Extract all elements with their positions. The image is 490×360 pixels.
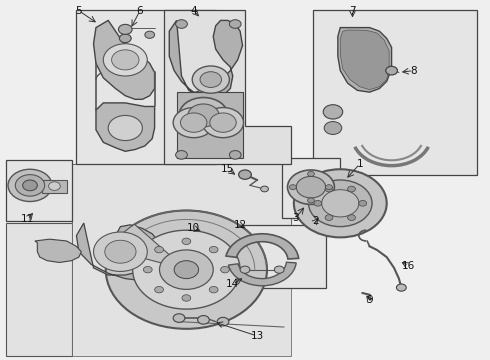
Polygon shape [94,21,155,99]
Text: 14: 14 [226,279,240,289]
Circle shape [326,185,332,190]
Circle shape [8,169,52,202]
Text: 15: 15 [221,164,235,174]
Circle shape [288,170,334,204]
Circle shape [192,66,229,93]
Circle shape [309,180,372,226]
Circle shape [209,246,218,253]
Circle shape [209,287,218,293]
Text: 10: 10 [187,224,200,233]
Circle shape [144,266,152,273]
Text: 2: 2 [313,216,319,226]
Circle shape [133,230,240,309]
Circle shape [210,113,236,132]
Polygon shape [72,164,292,356]
Polygon shape [338,28,392,92]
Circle shape [314,201,322,206]
Circle shape [308,171,315,176]
Text: 3: 3 [293,213,299,222]
Circle shape [274,266,284,273]
Circle shape [220,266,229,273]
Circle shape [145,31,155,39]
Text: 7: 7 [349,6,356,16]
Circle shape [179,98,228,134]
Text: 13: 13 [250,331,264,341]
Circle shape [308,198,315,203]
Circle shape [294,169,387,237]
Circle shape [202,108,244,138]
Polygon shape [96,103,155,151]
Circle shape [239,170,251,179]
Wedge shape [226,234,298,259]
Circle shape [108,116,143,140]
Circle shape [240,266,250,273]
Circle shape [119,24,132,35]
Bar [314,10,477,175]
Wedge shape [228,262,296,286]
Circle shape [120,34,131,42]
Circle shape [386,66,397,75]
Text: 16: 16 [402,261,416,271]
Bar [76,10,216,164]
Circle shape [325,186,333,192]
Circle shape [322,190,359,217]
Circle shape [173,314,185,322]
Circle shape [159,250,213,289]
Text: 5: 5 [75,6,82,16]
Circle shape [347,215,355,220]
Circle shape [324,122,342,134]
Circle shape [296,176,326,198]
Polygon shape [5,164,292,356]
Circle shape [174,261,198,279]
Circle shape [182,295,191,301]
Circle shape [229,20,241,28]
Circle shape [155,287,164,293]
Polygon shape [76,223,162,280]
Polygon shape [169,21,243,99]
Circle shape [175,20,187,28]
Text: 11: 11 [21,215,34,224]
Polygon shape [164,10,292,164]
Circle shape [359,201,367,206]
Circle shape [347,186,355,192]
Bar [42,180,67,193]
Circle shape [261,186,269,192]
Circle shape [396,284,406,291]
Circle shape [49,182,60,190]
Text: 9: 9 [367,295,373,305]
Circle shape [229,150,241,159]
Circle shape [323,105,343,119]
Circle shape [197,316,209,324]
Circle shape [23,180,37,191]
Circle shape [105,240,136,263]
Text: 1: 1 [357,159,363,169]
Bar [5,160,72,221]
Polygon shape [340,30,389,90]
Circle shape [15,175,45,196]
Circle shape [112,50,139,70]
Circle shape [182,238,191,244]
Circle shape [180,113,207,132]
Circle shape [327,193,354,213]
Circle shape [200,72,221,87]
Polygon shape [35,239,81,262]
Circle shape [155,246,164,253]
Circle shape [173,108,214,138]
Text: 12: 12 [234,220,247,230]
Polygon shape [176,92,243,158]
Circle shape [94,232,147,271]
Circle shape [217,318,229,326]
Circle shape [290,185,296,190]
Circle shape [103,44,147,76]
Circle shape [325,215,333,220]
Circle shape [188,104,219,127]
Wedge shape [111,224,186,270]
Text: 4: 4 [191,6,197,16]
Text: 6: 6 [137,6,143,16]
Bar [213,225,326,288]
Circle shape [175,150,187,159]
Circle shape [106,211,267,329]
Text: 8: 8 [410,66,417,76]
Bar [282,158,340,218]
